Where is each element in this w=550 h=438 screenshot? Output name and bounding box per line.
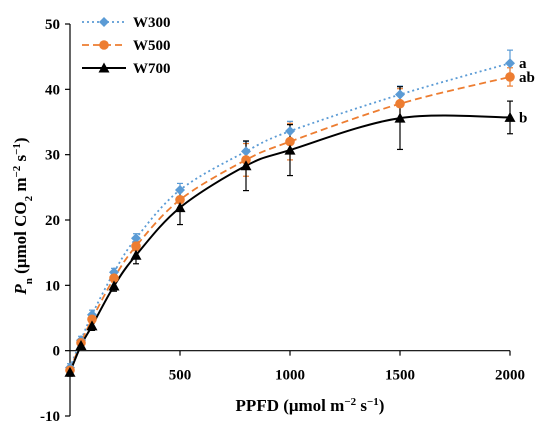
data-point-w300: [395, 89, 405, 100]
data-point-w500: [241, 155, 251, 165]
y-tick-label: 30: [45, 148, 60, 164]
x-axis-title: PPFD (μmol m−2 s−1): [236, 396, 385, 415]
legend-marker: [99, 40, 109, 50]
error-bars-w300: [67, 49, 513, 373]
data-point-w300: [131, 233, 141, 244]
data-point-w300: [175, 184, 185, 195]
significance-label-w700: b: [519, 110, 527, 126]
legend-label: W500: [133, 38, 171, 54]
data-point-w500: [175, 194, 185, 205]
data-point-w700: [240, 160, 252, 171]
data-point-w700: [86, 320, 98, 331]
x-tick-label: 500: [169, 368, 192, 384]
y-tick-label: 10: [45, 278, 60, 294]
legend-label: W300: [133, 15, 171, 31]
data-point-w300: [241, 146, 251, 157]
x-tick-label: 1500: [385, 368, 415, 384]
data-point-w700: [130, 249, 142, 260]
markers-w500: [65, 72, 515, 376]
data-point-w700: [75, 339, 87, 350]
y-tick-label: 20: [45, 213, 60, 229]
data-point-w700: [284, 144, 296, 155]
y-tick-label: -10: [40, 409, 60, 425]
data-point-w500: [131, 241, 141, 251]
x-tick-label: 1000: [275, 368, 305, 384]
significance-label-w500: ab: [519, 70, 535, 86]
axis-labels: PPFD (μmol m−2 s−1) Pn (μmol CO2 m−2 s−1)…: [11, 56, 535, 415]
markers-w700: [64, 111, 516, 377]
legend: W300 W500 W700: [82, 15, 171, 77]
x-tick-label: 2000: [495, 368, 525, 384]
legend-item-w300: W300: [82, 15, 171, 31]
y-axis-title: Pn (μmol CO2 m−2 s−1): [11, 137, 35, 295]
data-point-w500: [505, 72, 515, 82]
data-point-w500: [87, 314, 97, 325]
legend-marker: [99, 17, 109, 27]
series-line-w300: [69, 62, 511, 368]
data-point-w700: [108, 280, 120, 291]
data-point-w500: [109, 273, 119, 283]
y-tick-label: 50: [45, 17, 60, 33]
legend-item-w700: W700: [82, 61, 171, 77]
y-tick-label: 40: [45, 82, 60, 98]
error-bars-w500: [67, 67, 513, 375]
data-point-w500: [285, 136, 295, 147]
data-point-w700: [394, 112, 406, 123]
legend-item-w500: W500: [82, 38, 171, 54]
data-series: [64, 49, 516, 377]
data-point-w300: [285, 126, 295, 137]
data-point-w700: [64, 366, 76, 377]
significance-label-w300: a: [519, 56, 527, 72]
data-point-w700: [174, 202, 186, 213]
series-line-w500: [69, 76, 511, 371]
data-point-w500: [395, 98, 405, 109]
legend-marker: [98, 62, 110, 73]
data-point-w700: [504, 111, 516, 122]
data-point-w300: [505, 58, 515, 69]
series-line-w700: [69, 114, 511, 373]
y-tick-label: 0: [53, 344, 61, 360]
axes: -10 0 10 20 30 40 50 500 1000 1500 2000: [40, 17, 525, 425]
markers-w300: [65, 58, 515, 373]
legend-label: W700: [133, 61, 171, 77]
